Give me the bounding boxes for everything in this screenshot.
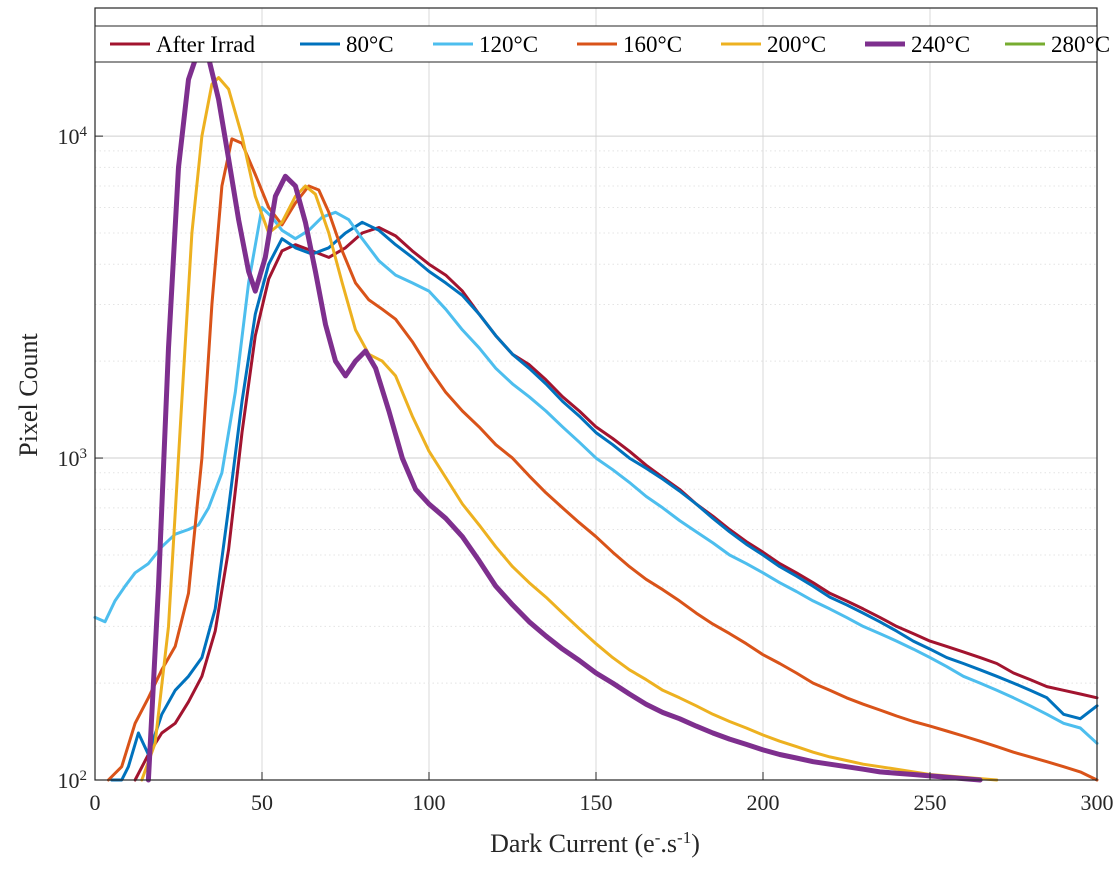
y-tick-label: 103 [58,446,88,471]
x-tick-label: 150 [580,790,613,815]
legend-label-2: 120°C [479,32,538,57]
x-tick-label: 200 [747,790,780,815]
legend: After Irrad 80°C 120°C 160°C 200°C 240°C 280°C [94,25,1110,63]
x-tick-label: 0 [90,790,101,815]
legend-label-0: After Irrad [156,32,255,57]
series-layer [93,47,1099,783]
y-ticks: 102 103 104 [58,124,103,793]
legend-label-1: 80°C [346,32,394,57]
legend-label-3: 160°C [623,32,682,57]
x-tick-label: 50 [251,790,273,815]
x-ticks: 0 50 100 150 200 250 300 [90,772,1114,815]
x-axis-title: Dark Current (e-.s-1) [490,828,700,859]
x-tick-label: 100 [413,790,446,815]
legend-label-4: 200°C [767,32,826,57]
x-tick-label: 250 [914,790,947,815]
series-line-5 [145,47,983,783]
x-tick-label: 300 [1081,790,1114,815]
series-line-4 [140,76,999,782]
grid [94,8,1098,781]
legend-label-6: 280°C [1051,32,1110,57]
y-tick-label: 104 [58,124,88,149]
series-line-3 [106,137,1099,782]
y-tick-label: 102 [58,768,88,793]
series-line-2 [93,206,1099,745]
series-line-1 [110,220,1099,782]
series-line-0 [133,226,1099,782]
y-axis-title: Pixel Count [14,332,43,456]
legend-label-5: 240°C [911,32,970,57]
